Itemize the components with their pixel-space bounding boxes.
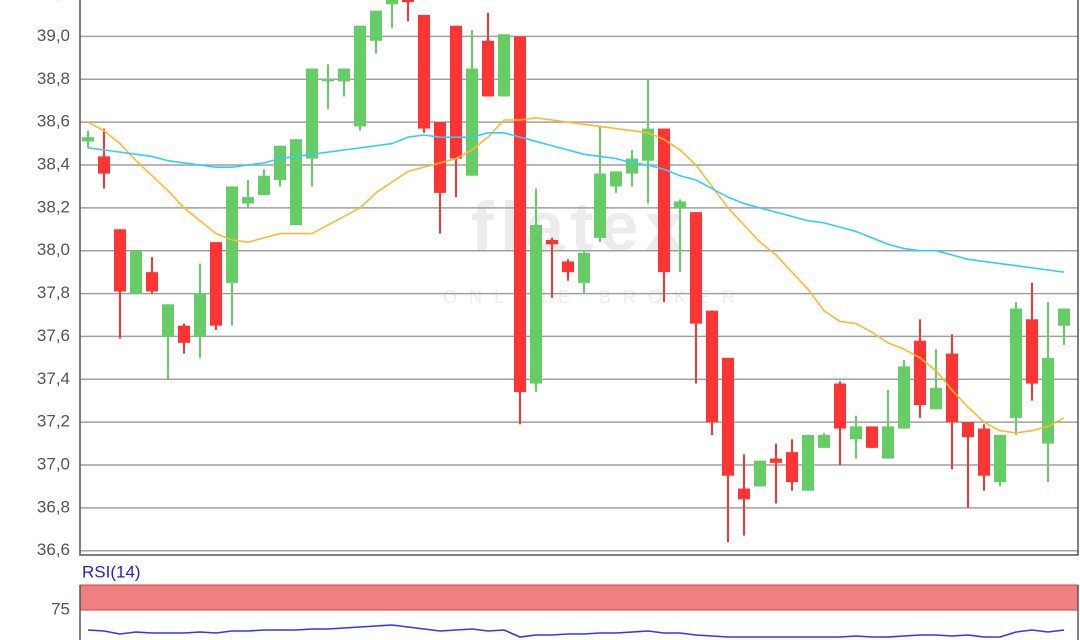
candle-body	[802, 435, 814, 491]
candle-body	[898, 366, 910, 429]
moving-average-line	[87, 117, 1065, 434]
y-tick-label: 38,6	[37, 112, 70, 131]
candle-body	[450, 25, 462, 159]
candle-body	[674, 201, 686, 208]
candle-body	[466, 68, 478, 176]
y-tick-label: 37,2	[37, 412, 70, 431]
candle-body	[482, 40, 494, 97]
candle-body	[946, 353, 958, 423]
plot-frame	[79, 0, 1079, 556]
candle-body	[274, 145, 286, 180]
candle-body	[146, 272, 158, 292]
overbought-band	[79, 584, 1079, 611]
y-tick-label: 36,8	[37, 497, 70, 516]
candle-body	[402, 0, 414, 3]
candle-body	[754, 460, 766, 487]
candle-body	[306, 68, 318, 159]
candle-body	[1026, 319, 1038, 384]
candle-body	[562, 261, 574, 273]
candle-body	[114, 229, 126, 292]
candle-body	[786, 452, 798, 483]
candle-body	[722, 357, 734, 476]
y-tick-label: 39,0	[37, 26, 70, 45]
candle-body	[194, 293, 206, 337]
y-tick-label: 37,0	[37, 454, 70, 473]
candle-body	[738, 488, 750, 500]
candle-body	[370, 10, 382, 41]
y-tick-label: 37,6	[37, 326, 70, 345]
rsi-line	[87, 624, 1065, 638]
candle-body	[610, 171, 622, 187]
candle-body	[626, 158, 638, 174]
candle-body	[82, 137, 94, 142]
y-tick-label: 75	[51, 599, 70, 618]
candle-body	[290, 139, 302, 225]
candle-body	[578, 252, 590, 283]
candle-body	[594, 173, 606, 238]
candle-body	[530, 225, 542, 384]
y-tick-label: 37,4	[37, 369, 70, 388]
candle-body	[818, 435, 830, 448]
y-tick-label: 38,0	[37, 240, 70, 259]
candle-body	[498, 34, 510, 97]
candle-body	[914, 340, 926, 405]
candle-body	[210, 242, 222, 326]
candle-body	[1058, 308, 1070, 326]
candle-body	[658, 128, 670, 273]
candle-body	[162, 304, 174, 337]
candle-body	[258, 175, 270, 195]
candle-body	[978, 428, 990, 476]
y-tick-label: 39,2	[37, 0, 70, 2]
candle-body	[882, 426, 894, 459]
candle-body	[690, 212, 702, 324]
y-tick-label: 38,8	[37, 69, 70, 88]
candle-body	[514, 36, 526, 393]
candle-body	[994, 435, 1006, 483]
y-tick-label: 37,8	[37, 283, 70, 302]
candle-body	[354, 25, 366, 127]
candle-body	[130, 250, 142, 294]
candle-body	[338, 68, 350, 82]
candle-body	[850, 426, 862, 440]
candle-body	[418, 15, 430, 129]
y-tick-label: 36,6	[37, 540, 70, 559]
candle-body	[386, 0, 398, 5]
candle-body	[226, 186, 238, 283]
candle-body	[178, 325, 190, 343]
candle-body	[770, 458, 782, 463]
candle-body	[1042, 357, 1054, 444]
candle-body	[434, 122, 446, 193]
candle-body	[962, 422, 974, 438]
candle-body	[706, 310, 718, 423]
candle-body	[834, 383, 846, 429]
candle-body	[1010, 308, 1022, 418]
candle-body	[642, 128, 654, 161]
candle-body	[322, 79, 334, 82]
candle-body	[242, 197, 254, 204]
candle-body	[930, 387, 942, 410]
y-tick-label: 38,2	[37, 197, 70, 216]
candle-body	[98, 156, 110, 174]
y-tick-label: 38,4	[37, 154, 70, 173]
moving-average-line	[87, 132, 1065, 273]
candle-body	[546, 240, 558, 245]
candle-body	[866, 426, 878, 448]
rsi-title: RSI(14)	[82, 562, 141, 581]
